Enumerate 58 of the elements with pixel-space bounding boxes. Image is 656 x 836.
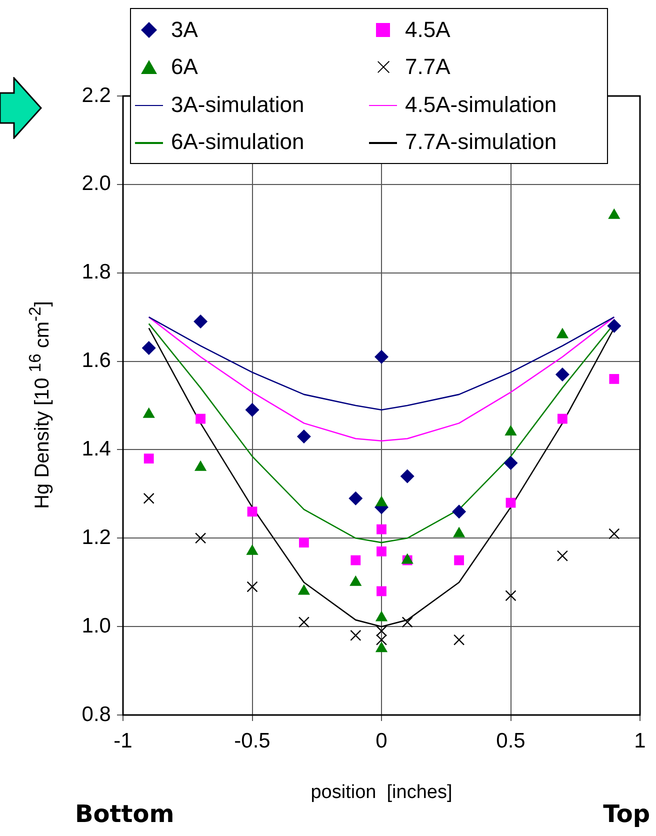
- y-tick-label: 1.4: [82, 438, 112, 461]
- legend-label: 3A: [171, 16, 198, 43]
- y-tick-label: 0.8: [82, 702, 111, 726]
- point: [299, 538, 309, 548]
- point: [194, 314, 208, 328]
- point: [348, 491, 363, 506]
- x-tick-label: 1: [634, 729, 646, 752]
- point: [196, 414, 206, 424]
- text: Top: [603, 800, 650, 828]
- legend-label: 4.5A-simulation: [405, 92, 557, 118]
- x-tick-label: -1: [114, 729, 132, 752]
- legend-label: 4.5A: [405, 16, 450, 43]
- point: [608, 528, 620, 540]
- point: [376, 524, 386, 534]
- point: [556, 550, 568, 562]
- point: [607, 318, 622, 333]
- point: [609, 374, 620, 384]
- point: [247, 506, 258, 517]
- y-tick-label: 1.0: [82, 614, 111, 638]
- legend-label: 7.7A-simulation: [405, 129, 557, 156]
- point: [245, 402, 260, 417]
- point: [143, 492, 154, 504]
- x-tick-label: -0.5: [234, 729, 270, 752]
- point: [505, 590, 516, 602]
- point: [376, 586, 386, 596]
- point: [506, 498, 516, 508]
- point: [350, 555, 361, 566]
- y-tick-label: 1.8: [82, 260, 111, 284]
- point: [376, 546, 386, 556]
- point: [452, 504, 466, 519]
- point: [454, 555, 464, 566]
- point: [558, 414, 568, 424]
- point: [374, 350, 388, 364]
- point: [144, 454, 154, 464]
- y-tick-label: 1.2: [82, 526, 111, 549]
- point: [504, 456, 518, 470]
- y-tick-label: 2.0: [82, 172, 111, 196]
- point: [298, 616, 310, 628]
- point: [296, 429, 311, 444]
- legend-label: 6A-simulation: [171, 129, 304, 156]
- point: [402, 616, 413, 628]
- point: [350, 630, 362, 641]
- x-tick-label: 0.5: [496, 729, 526, 752]
- y-tick-label: 1.6: [82, 349, 111, 372]
- point: [142, 341, 156, 356]
- legend-label: 6A: [171, 54, 198, 80]
- text: Bottom: [75, 800, 174, 828]
- legend-label: 7.7A: [405, 54, 450, 80]
- legend-label: 3A-simulation: [171, 92, 304, 118]
- point: [246, 581, 258, 592]
- point: [454, 634, 465, 646]
- x-axis-title: position [inches]: [310, 782, 452, 803]
- point: [504, 425, 517, 436]
- x-tick-label: 0: [376, 729, 388, 752]
- point: [195, 532, 206, 544]
- y-tick-label: 2.2: [82, 84, 111, 107]
- point: [555, 368, 570, 382]
- point: [400, 469, 414, 484]
